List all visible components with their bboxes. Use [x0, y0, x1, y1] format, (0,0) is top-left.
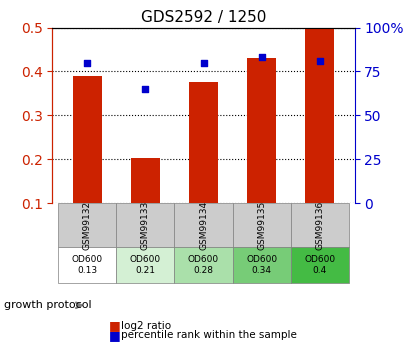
- Point: [200, 60, 207, 66]
- Text: growth protocol: growth protocol: [4, 300, 91, 310]
- Text: ■: ■: [109, 329, 120, 342]
- FancyBboxPatch shape: [174, 247, 233, 283]
- FancyBboxPatch shape: [116, 247, 174, 283]
- Text: GSM99132: GSM99132: [83, 200, 92, 250]
- Point: [258, 55, 265, 60]
- Text: OD600
0.34: OD600 0.34: [246, 255, 277, 275]
- Text: OD600
0.21: OD600 0.21: [130, 255, 161, 275]
- FancyBboxPatch shape: [291, 247, 349, 283]
- Bar: [131, 158, 160, 203]
- Text: percentile rank within the sample: percentile rank within the sample: [121, 331, 297, 340]
- FancyBboxPatch shape: [174, 203, 233, 247]
- Text: GSM99135: GSM99135: [257, 200, 266, 250]
- Bar: [247, 58, 276, 203]
- Text: ■: ■: [109, 319, 120, 333]
- FancyBboxPatch shape: [58, 203, 116, 247]
- FancyBboxPatch shape: [233, 203, 291, 247]
- Text: OD600
0.4: OD600 0.4: [304, 255, 335, 275]
- FancyBboxPatch shape: [116, 203, 174, 247]
- Point: [84, 60, 91, 66]
- Text: GSM99136: GSM99136: [315, 200, 324, 250]
- Text: GSM99133: GSM99133: [141, 200, 150, 250]
- Bar: [189, 82, 218, 203]
- Text: OD600
0.13: OD600 0.13: [72, 255, 103, 275]
- FancyBboxPatch shape: [58, 247, 116, 283]
- Text: log2 ratio: log2 ratio: [121, 321, 171, 331]
- Bar: [73, 76, 102, 203]
- Title: GDS2592 / 1250: GDS2592 / 1250: [141, 10, 266, 25]
- Text: OD600
0.28: OD600 0.28: [188, 255, 219, 275]
- FancyBboxPatch shape: [233, 247, 291, 283]
- Bar: [305, 0, 334, 203]
- FancyBboxPatch shape: [291, 203, 349, 247]
- Point: [142, 86, 149, 92]
- Text: GSM99134: GSM99134: [199, 200, 208, 250]
- Point: [316, 58, 323, 64]
